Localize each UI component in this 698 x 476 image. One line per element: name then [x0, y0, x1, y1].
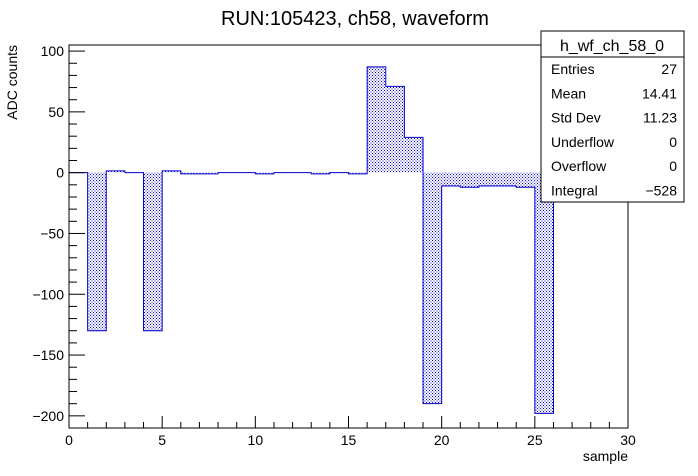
stats-box: h_wf_ch_58_0 Entries 27 Mean 14.41 Std Dev 11… — [540, 30, 685, 203]
x-tick-label: 5 — [158, 432, 166, 448]
y-tick-label: −50 — [40, 225, 64, 241]
x-tick-label: 10 — [248, 432, 264, 448]
histogram-bar — [143, 172, 163, 331]
histogram-bar — [199, 172, 219, 174]
y-axis: 100 50 0 −50 −100 −150 −200 — [32, 43, 85, 429]
stats-row-label: Entries — [551, 61, 595, 77]
histogram-bar — [348, 172, 368, 174]
stats-row-label: Integral — [551, 183, 598, 199]
stats-row-label: Mean — [551, 85, 586, 101]
histogram-bar — [497, 172, 517, 187]
histogram-bar — [180, 172, 200, 174]
y-tick-label: 0 — [56, 165, 64, 181]
stats-row-label: Std Dev — [551, 110, 601, 126]
y-tick-label: −100 — [32, 286, 64, 302]
histogram-bar — [441, 172, 461, 187]
x-tick-label: 0 — [65, 432, 73, 448]
histogram-bar — [478, 172, 498, 187]
histogram-bar — [385, 86, 405, 173]
histogram-bars — [87, 66, 554, 414]
x-tick-label: 20 — [434, 432, 450, 448]
y-tick-label: −200 — [32, 408, 64, 424]
histogram-outline — [69, 66, 628, 414]
stats-row-value: 27 — [661, 61, 677, 77]
x-axis: 0 5 10 15 20 25 30 — [65, 416, 636, 448]
x-axis-title: sample — [583, 448, 628, 464]
stats-row-label: Underflow — [551, 134, 615, 150]
stats-row-label: Overflow — [551, 158, 607, 174]
stats-row-value: 11.23 — [643, 110, 677, 126]
stats-row-value: −528 — [645, 183, 677, 199]
stats-box-frame — [540, 30, 685, 203]
stats-row-value: 14.41 — [642, 85, 677, 101]
histogram-bar — [534, 172, 554, 414]
y-axis-title: ADC counts — [4, 45, 20, 120]
histogram-bar — [162, 170, 181, 173]
histogram-bar — [255, 172, 274, 174]
histogram-bar — [516, 172, 535, 188]
x-tick-label: 15 — [341, 432, 357, 448]
y-tick-label: −150 — [32, 347, 64, 363]
histogram-bar — [404, 137, 424, 173]
histogram-bar — [423, 172, 442, 404]
y-tick-label: 50 — [48, 104, 64, 120]
y-tick-label: 100 — [41, 43, 65, 59]
x-tick-label: 30 — [620, 432, 636, 448]
stats-box-name: h_wf_ch_58_0 — [560, 38, 664, 55]
histogram-bar — [87, 172, 107, 331]
stats-row-value: 0 — [669, 134, 677, 150]
histogram-bar — [106, 170, 125, 173]
chart-title: RUN:105423, ch58, waveform — [221, 8, 489, 30]
x-tick-label: 25 — [527, 432, 543, 448]
histogram-bar — [460, 172, 479, 188]
histogram-bar — [311, 172, 330, 174]
histogram-bar — [367, 66, 386, 173]
stats-row-value: 0 — [669, 158, 677, 174]
